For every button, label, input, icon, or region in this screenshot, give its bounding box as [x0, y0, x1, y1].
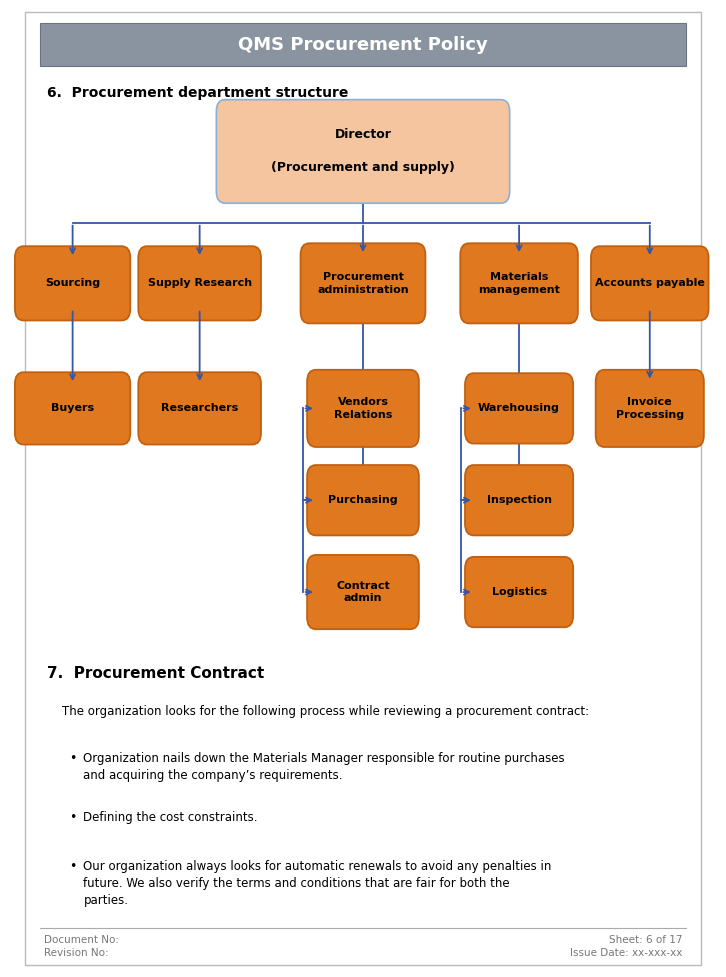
FancyBboxPatch shape: [591, 246, 709, 320]
Text: Invoice
Processing: Invoice Processing: [616, 397, 684, 420]
FancyBboxPatch shape: [216, 100, 510, 203]
Text: •: •: [69, 752, 76, 765]
Text: Vendors
Relations: Vendors Relations: [334, 397, 392, 420]
FancyBboxPatch shape: [307, 465, 419, 535]
Text: •: •: [69, 860, 76, 872]
Text: Document No:: Document No:: [44, 935, 118, 945]
Text: Materials
management: Materials management: [478, 272, 560, 295]
FancyBboxPatch shape: [40, 23, 686, 66]
Text: Inspection: Inspection: [486, 495, 552, 505]
Text: Defining the cost constraints.: Defining the cost constraints.: [83, 811, 258, 824]
Text: Researchers: Researchers: [161, 404, 238, 413]
FancyBboxPatch shape: [307, 555, 419, 629]
FancyBboxPatch shape: [465, 557, 574, 627]
FancyBboxPatch shape: [465, 373, 574, 444]
FancyBboxPatch shape: [138, 372, 261, 445]
Text: The organization looks for the following process while reviewing a procurement c: The organization looks for the following…: [62, 705, 589, 718]
Text: Procurement
administration: Procurement administration: [317, 272, 409, 295]
Text: Supply Research: Supply Research: [147, 278, 252, 288]
FancyBboxPatch shape: [138, 246, 261, 320]
Text: 7.  Procurement Contract: 7. Procurement Contract: [47, 666, 264, 681]
Text: Purchasing: Purchasing: [328, 495, 398, 505]
Text: Issue Date: xx-xxx-xx: Issue Date: xx-xxx-xx: [570, 948, 682, 957]
FancyBboxPatch shape: [465, 465, 574, 535]
FancyBboxPatch shape: [307, 370, 419, 446]
Text: 6.  Procurement department structure: 6. Procurement department structure: [47, 86, 348, 100]
Text: Organization nails down the Materials Manager responsible for routine purchases
: Organization nails down the Materials Ma…: [83, 752, 565, 783]
FancyBboxPatch shape: [15, 372, 131, 445]
Text: Sourcing: Sourcing: [45, 278, 100, 288]
Text: Revision No:: Revision No:: [44, 948, 108, 957]
Text: •: •: [69, 811, 76, 824]
Text: Warehousing: Warehousing: [478, 404, 560, 413]
FancyBboxPatch shape: [301, 243, 425, 323]
Text: QMS Procurement Policy: QMS Procurement Policy: [238, 36, 488, 54]
FancyBboxPatch shape: [595, 370, 704, 446]
Text: Logistics: Logistics: [492, 587, 547, 597]
Text: Sheet: 6 of 17: Sheet: 6 of 17: [609, 935, 682, 945]
Text: Director

(Procurement and supply): Director (Procurement and supply): [271, 128, 455, 175]
FancyBboxPatch shape: [460, 243, 578, 323]
Text: Contract
admin: Contract admin: [336, 580, 390, 604]
Text: Buyers: Buyers: [51, 404, 94, 413]
Text: Our organization always looks for automatic renewals to avoid any penalties in
f: Our organization always looks for automa…: [83, 860, 552, 907]
Text: Accounts payable: Accounts payable: [595, 278, 705, 288]
FancyBboxPatch shape: [15, 246, 131, 320]
